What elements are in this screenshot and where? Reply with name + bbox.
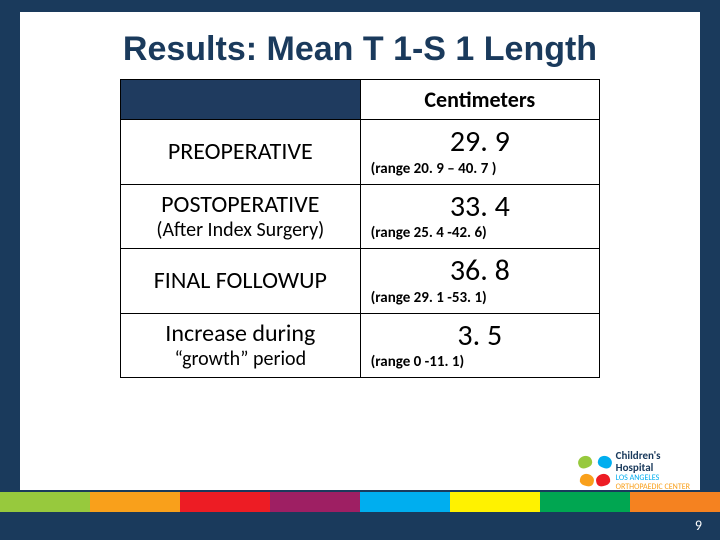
table-row: POSTOPERATIVE (After Index Surgery) 33. …: [121, 184, 600, 249]
row-value: 36. 8: [371, 255, 589, 287]
row-value-cell: 3. 5 (range 0 -11. 1): [360, 313, 599, 378]
row-value: 33. 4: [371, 191, 589, 223]
row-value-cell: 33. 4 (range 25. 4 -42. 6): [360, 184, 599, 249]
table-row: FINAL FOLLOWUP 36. 8 (range 29. 1 -53. 1…: [121, 249, 600, 314]
row-range: (range 20. 9 – 40. 7 ): [371, 160, 589, 178]
slide-title: Results: Mean T 1-S 1 Length: [48, 30, 672, 69]
row-range: (range 29. 1 -53. 1): [371, 289, 589, 307]
row-label-main: POSTOPERATIVE: [131, 191, 350, 219]
row-value: 29. 9: [371, 126, 589, 158]
table-row: Increase during “growth” period 3. 5 (ra…: [121, 313, 600, 378]
page-number: 9: [695, 517, 702, 534]
logo-text: Children's Hospital LOS ANGELES ORTHOPAE…: [616, 450, 690, 492]
row-value: 3. 5: [371, 320, 589, 352]
row-range: (range 0 -11. 1): [371, 353, 589, 371]
results-table: Centimeters PREOPERATIVE 29. 9 (range 20…: [120, 79, 600, 378]
row-label-main: FINAL FOLLOWUP: [131, 267, 350, 295]
table-header-row: Centimeters: [121, 80, 600, 120]
row-label-cell: POSTOPERATIVE (After Index Surgery): [121, 184, 361, 249]
slide-content: Results: Mean T 1-S 1 Length Centimeters…: [20, 12, 700, 490]
header-units-cell: Centimeters: [360, 80, 599, 120]
table-row: PREOPERATIVE 29. 9 (range 20. 9 – 40. 7 …: [121, 120, 600, 185]
butterfly-icon: [578, 456, 612, 486]
row-range: (range 25. 4 -42. 6): [371, 224, 589, 242]
row-label-main: PREOPERATIVE: [131, 138, 350, 166]
row-label-sub: (After Index Surgery): [131, 219, 350, 242]
row-label-cell: Increase during “growth” period: [121, 313, 361, 378]
logo-line4: ORTHOPAEDIC CENTER: [616, 483, 690, 492]
row-label-sub: “growth” period: [131, 348, 350, 371]
row-value-cell: 36. 8 (range 29. 1 -53. 1): [360, 249, 599, 314]
hospital-logo: Children's Hospital LOS ANGELES ORTHOPAE…: [578, 450, 690, 492]
color-band: [0, 492, 720, 512]
row-label-main: Increase during: [131, 320, 350, 348]
row-label-cell: PREOPERATIVE: [121, 120, 361, 185]
header-blank-cell: [121, 80, 361, 120]
row-label-cell: FINAL FOLLOWUP: [121, 249, 361, 314]
row-value-cell: 29. 9 (range 20. 9 – 40. 7 ): [360, 120, 599, 185]
